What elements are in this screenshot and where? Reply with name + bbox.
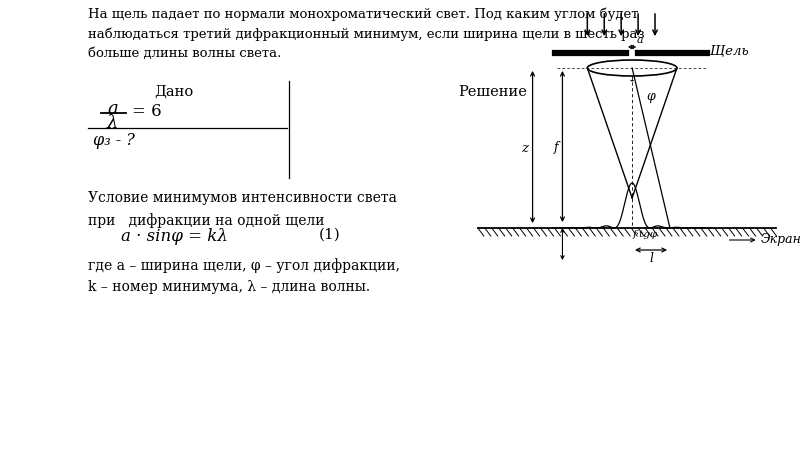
Text: f·tgφ: f·tgφ — [633, 230, 658, 239]
Text: (1): (1) — [318, 228, 340, 242]
Text: Решение: Решение — [457, 85, 526, 99]
Text: Экран: Экран — [760, 234, 800, 246]
Text: = 6: = 6 — [132, 103, 162, 120]
Text: f: f — [553, 141, 558, 155]
Text: Условие минимумов интенсивности света
при   дифракции на одной щели: Условие минимумов интенсивности света пр… — [88, 191, 396, 228]
Text: λ: λ — [107, 114, 118, 132]
Text: a: a — [637, 35, 643, 45]
Text: Щель: Щель — [709, 45, 748, 59]
Text: l: l — [648, 252, 652, 265]
Ellipse shape — [586, 60, 676, 76]
Text: На щель падает по нормали монохроматический свет. Под каким углом будет
наблюдат: На щель падает по нормали монохроматичес… — [88, 8, 643, 60]
Text: a: a — [107, 100, 118, 118]
Text: a · sinφ = kλ: a · sinφ = kλ — [121, 228, 227, 245]
Text: где a – ширина щели, φ – угол дифракции,
k – номер минимума, λ – длина волны.: где a – ширина щели, φ – угол дифракции,… — [88, 258, 399, 294]
Text: φ₃ - ?: φ₃ - ? — [92, 132, 135, 149]
Text: φ: φ — [646, 90, 654, 103]
Text: Дано: Дано — [154, 85, 194, 99]
Text: z: z — [521, 141, 528, 155]
